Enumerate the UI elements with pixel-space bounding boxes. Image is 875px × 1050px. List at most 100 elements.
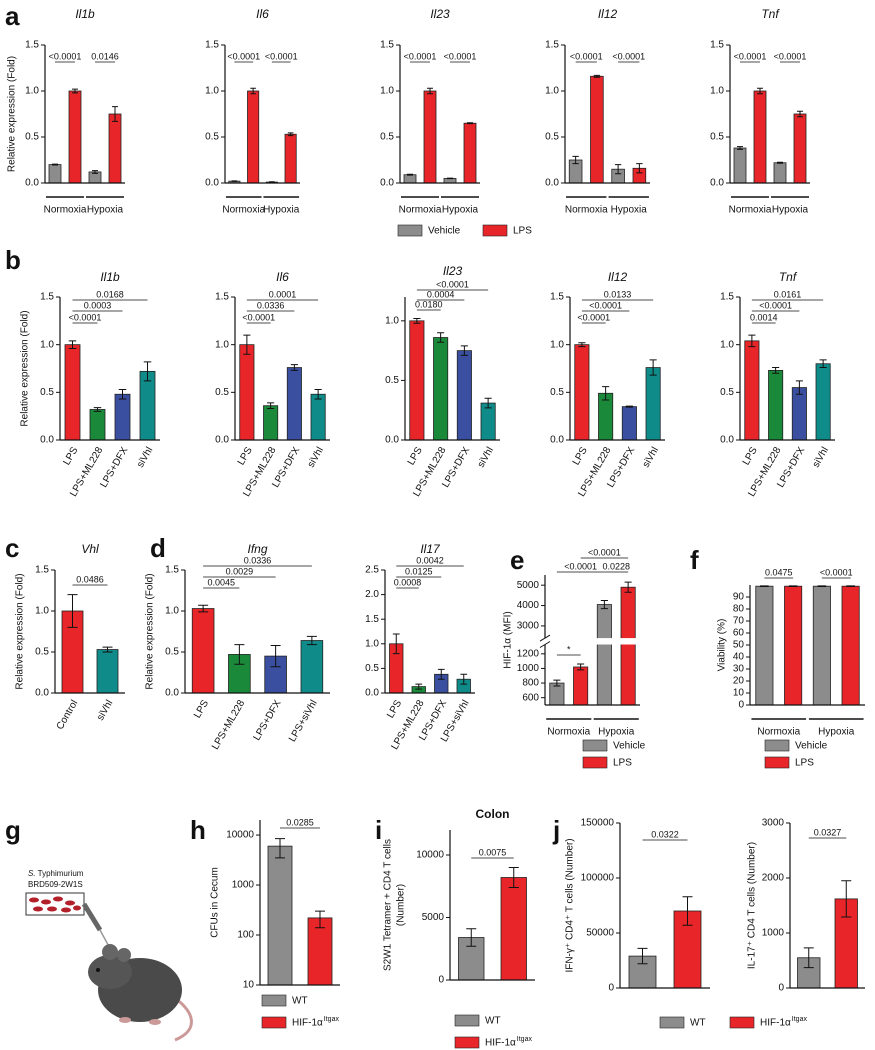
chart-title: Il12	[598, 7, 618, 21]
error-bar	[467, 122, 473, 125]
x-tick-label: LPS	[571, 445, 590, 467]
y-tick-label: 1.0	[710, 86, 724, 97]
error-bar	[593, 74, 601, 78]
error-bar	[72, 88, 78, 94]
y-tick-label: 0.5	[720, 387, 734, 398]
bar	[841, 585, 860, 706]
error-bar	[437, 668, 445, 680]
y-tick-label: 4000	[517, 600, 540, 611]
y-tick-label: 0.0	[380, 178, 394, 189]
legend-swatch	[261, 1016, 287, 1029]
bar	[64, 344, 81, 441]
legend-swatch	[764, 739, 790, 752]
y-tick-label: 70	[733, 616, 745, 627]
y-axis-label: Relative expression (Fold)	[20, 310, 31, 426]
y-tick-label: 150000	[581, 818, 615, 829]
error-bar	[270, 644, 281, 668]
error-bar	[777, 161, 783, 164]
y-tick-label: 1.0	[40, 339, 54, 350]
p-value: 0.0004	[427, 289, 455, 299]
bar	[815, 363, 831, 441]
error-bar	[267, 402, 275, 410]
y-tick-label: 1.0	[205, 86, 219, 97]
p-value: <0.0001	[570, 51, 603, 61]
error-bar	[415, 683, 423, 690]
error-bar	[748, 334, 756, 348]
error-bar	[484, 397, 492, 409]
chart-title: Il12	[608, 270, 628, 284]
bar	[310, 393, 326, 441]
error-bar	[407, 173, 413, 176]
y-tick-label: 0.0	[550, 435, 564, 446]
p-value: <0.0001	[444, 51, 477, 61]
y-tick-label: 1.0	[720, 339, 734, 350]
legend-label: Vehicle	[428, 226, 461, 237]
p-value: 0.0285	[286, 817, 314, 827]
bar	[573, 666, 589, 706]
bar	[286, 367, 302, 441]
x-tick-label: LPS+DFX	[252, 698, 284, 743]
error-bar	[234, 644, 245, 665]
y-tick-label: 0.0	[710, 178, 724, 189]
y-tick-label: 1.0	[550, 339, 564, 350]
bar	[463, 122, 477, 184]
error-bar	[314, 388, 322, 400]
y-tick-label: 600	[522, 692, 539, 703]
y-tick-label: 0	[438, 975, 444, 986]
bar	[812, 585, 831, 706]
y-tick-label: 3000	[517, 621, 540, 632]
y-tick-label: 10	[733, 688, 745, 699]
y-tick-label: 1.0	[35, 606, 49, 617]
x-tick-label: LPS	[61, 445, 80, 467]
bar	[423, 90, 437, 184]
x-tick-label: LPS	[192, 698, 211, 720]
legend-label: LPS	[613, 758, 632, 769]
y-tick-label: 0.5	[205, 132, 219, 143]
y-tick-label: 1.0	[365, 638, 379, 649]
bar	[68, 90, 82, 184]
y-tick-label: 1.0	[215, 339, 229, 350]
error-bar	[315, 910, 325, 929]
x-tick-label: LPS	[236, 445, 255, 467]
y-tick-label: 1.5	[720, 292, 734, 303]
error-bar	[760, 585, 769, 588]
error-bar	[287, 132, 294, 137]
error-bar	[275, 838, 285, 859]
y-tick-label: 0.5	[40, 387, 54, 398]
error-bar	[757, 87, 763, 95]
x-tick-label: Normoxia	[565, 205, 608, 216]
chart-title: Tnf	[761, 7, 780, 21]
error-bar	[682, 896, 693, 926]
y-axis-label: Relative expression (Fold)	[15, 573, 26, 689]
y-tick-label: 1200	[517, 648, 540, 659]
error-bar	[795, 380, 803, 395]
bar	[733, 147, 747, 184]
y-tick-label: 0.5	[380, 132, 394, 143]
error-bar	[392, 633, 400, 655]
x-tick-label: siVhl	[95, 698, 115, 722]
y-axis-label: Viability (%)	[717, 619, 728, 672]
chart-title: Vhl	[81, 542, 99, 556]
bar	[300, 640, 324, 694]
p-value: <0.0001	[242, 312, 275, 322]
panel-letter: j	[552, 815, 560, 845]
y-axis-label: IL-17⁺ CD4 T cells (Number)	[747, 842, 758, 969]
bar	[139, 370, 156, 441]
x-tick-label: Normoxia	[729, 205, 772, 216]
error-bar	[427, 87, 433, 95]
y-tick-label: 1.5	[545, 40, 559, 51]
bar	[247, 90, 260, 184]
y-tick-label: 50000	[586, 928, 614, 939]
error-bar	[600, 599, 608, 610]
bar	[784, 585, 803, 706]
y-tick-label: 80	[733, 604, 745, 615]
y-axis-label: CFUs in Cecum	[210, 867, 221, 938]
error-bar	[102, 646, 113, 653]
y-tick-label: 10000	[416, 850, 444, 861]
y-tick-label: 5000	[517, 580, 540, 591]
bar	[191, 608, 215, 694]
p-value: <0.0001	[820, 567, 853, 577]
legend-label: WT	[292, 996, 308, 1007]
y-tick-label: 1000	[517, 663, 540, 674]
error-bar	[52, 163, 58, 166]
